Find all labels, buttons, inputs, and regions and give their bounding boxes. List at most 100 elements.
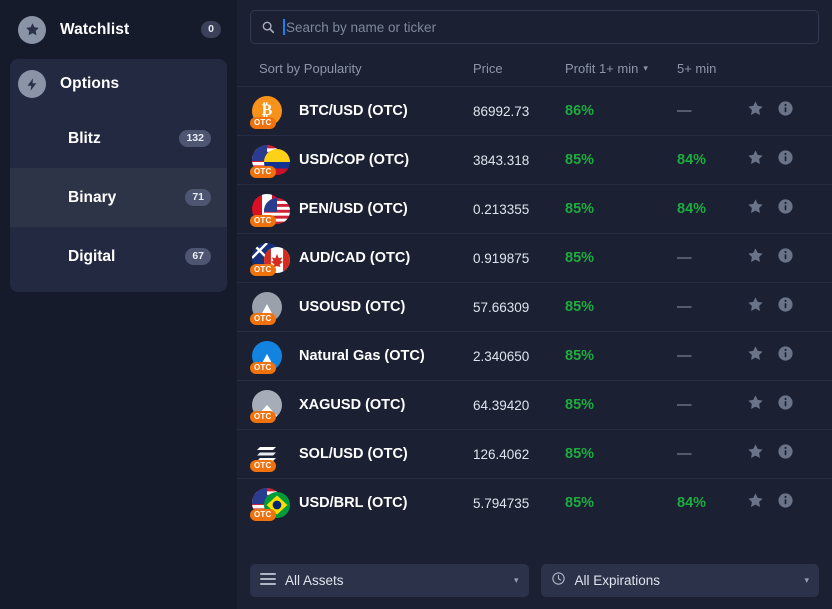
asset-price: 126.4062 — [473, 446, 530, 462]
row-actions — [747, 149, 819, 171]
column-price[interactable]: Price — [473, 61, 503, 76]
asset-profit-1min: 85% — [565, 152, 595, 168]
asset-name: PEN/USD (OTC) — [299, 201, 408, 217]
row-actions — [747, 492, 819, 514]
asset-name: BTC/USD (OTC) — [299, 103, 408, 119]
bolt-icon — [18, 70, 46, 98]
otc-badge: OTC — [250, 166, 276, 178]
sidebar-options-group: Options Blitz 132 Binary 71 Digital 67 — [10, 59, 227, 292]
table-row[interactable]: OTC USOUSD (OTC) 57.66309 85% — — [237, 282, 832, 331]
info-icon[interactable] — [777, 100, 794, 122]
favorite-star-icon[interactable] — [747, 100, 764, 122]
info-icon[interactable] — [777, 149, 794, 171]
asset-profit-1min: 85% — [565, 201, 595, 217]
asset-icon-cell: OTC — [250, 336, 296, 376]
clock-icon — [551, 571, 566, 591]
asset-name: USD/BRL (OTC) — [299, 495, 408, 511]
table-header: Sort by Popularity Price Profit 1+ min ▾ … — [237, 51, 832, 86]
info-icon[interactable] — [777, 345, 794, 367]
info-icon[interactable] — [777, 198, 794, 220]
all-expirations-dropdown[interactable]: All Expirations ▾ — [540, 564, 819, 597]
favorite-star-icon[interactable] — [747, 394, 764, 416]
sidebar-item-watchlist[interactable]: Watchlist 0 — [0, 6, 237, 53]
sidebar-item-binary[interactable]: Binary 71 — [10, 168, 227, 227]
asset-icon-cell: OTC — [250, 434, 296, 474]
sidebar-binary-label: Binary — [68, 188, 117, 206]
all-assets-dropdown[interactable]: All Assets ▾ — [250, 564, 529, 597]
asset-icon-cell: ₿ OTC — [250, 91, 296, 131]
asset-list[interactable]: ₿ OTC BTC/USD (OTC) 86992.73 86% — OTC USD/COP … — [237, 86, 832, 552]
asset-icon-cell: OTC — [250, 483, 296, 523]
hamburger-icon — [260, 572, 276, 590]
otc-badge: OTC — [250, 460, 276, 472]
otc-badge: OTC — [250, 509, 276, 521]
favorite-star-icon[interactable] — [747, 247, 764, 269]
row-actions — [747, 247, 819, 269]
asset-icon-cell: OTC — [250, 287, 296, 327]
footer-filters: All Assets ▾ All Expirations ▾ — [237, 552, 832, 609]
column-profit-5min[interactable]: 5+ min — [677, 61, 717, 76]
column-profit-1min[interactable]: Profit 1+ min ▾ — [565, 61, 677, 76]
column-sort-by-popularity[interactable]: Sort by Popularity — [259, 61, 362, 76]
table-row[interactable]: OTC USD/BRL (OTC) 5.794735 85% 84% — [237, 478, 832, 527]
table-row[interactable]: OTC SOL/USD (OTC) 126.4062 85% — — [237, 429, 832, 478]
asset-price: 57.66309 — [473, 299, 530, 315]
sidebar-options-label: Options — [60, 75, 120, 92]
asset-icon-cell: OTC — [250, 189, 296, 229]
asset-profit-1min: 85% — [565, 495, 595, 511]
otc-badge: OTC — [250, 362, 276, 374]
sidebar-item-digital[interactable]: Digital 67 — [10, 227, 227, 286]
info-icon[interactable] — [777, 443, 794, 465]
asset-profit-5min: — — [677, 299, 692, 315]
asset-name: USD/COP (OTC) — [299, 152, 410, 168]
favorite-star-icon[interactable] — [747, 345, 764, 367]
sidebar-digital-label: Digital — [68, 247, 116, 265]
asset-name: SOL/USD (OTC) — [299, 446, 408, 462]
table-row[interactable]: OTC XAGUSD (OTC) 64.39420 85% — — [237, 380, 832, 429]
binary-count-badge: 71 — [185, 189, 211, 206]
text-cursor — [283, 19, 285, 35]
asset-profit-5min: 84% — [677, 495, 707, 511]
asset-name: AUD/CAD (OTC) — [299, 250, 411, 266]
asset-profit-1min: 85% — [565, 348, 595, 364]
search-placeholder: Search by name or ticker — [286, 19, 437, 35]
asset-profit-5min: — — [677, 446, 692, 462]
row-actions — [747, 198, 819, 220]
chevron-down-icon: ▾ — [804, 575, 809, 585]
blitz-count-badge: 132 — [179, 130, 211, 147]
asset-profit-5min: — — [677, 397, 692, 413]
favorite-star-icon[interactable] — [747, 443, 764, 465]
asset-name: USOUSD (OTC) — [299, 299, 406, 315]
row-actions — [747, 345, 819, 367]
table-row[interactable]: ₿ OTC BTC/USD (OTC) 86992.73 86% — — [237, 86, 832, 135]
asset-price: 86992.73 — [473, 103, 530, 119]
all-expirations-label: All Expirations — [574, 573, 661, 588]
asset-profit-5min: 84% — [677, 152, 707, 168]
search-input[interactable]: Search by name or ticker — [250, 10, 819, 44]
column-profit-1min-label: Profit 1+ min — [565, 61, 639, 76]
sidebar-item-blitz[interactable]: Blitz 132 — [10, 109, 227, 168]
info-icon[interactable] — [777, 247, 794, 269]
chevron-down-icon: ▾ — [643, 63, 648, 73]
asset-price: 5.794735 — [473, 495, 530, 511]
otc-badge: OTC — [250, 313, 276, 325]
table-row[interactable]: OTC AUD/CAD (OTC) 0.919875 85% — — [237, 233, 832, 282]
otc-badge: OTC — [250, 264, 276, 276]
row-actions — [747, 443, 819, 465]
search-icon — [261, 20, 276, 34]
favorite-star-icon[interactable] — [747, 198, 764, 220]
table-row[interactable]: OTC PEN/USD (OTC) 0.213355 85% 84% — [237, 184, 832, 233]
info-icon[interactable] — [777, 394, 794, 416]
asset-profit-1min: 85% — [565, 250, 595, 266]
otc-badge: OTC — [250, 117, 276, 129]
favorite-star-icon[interactable] — [747, 149, 764, 171]
info-icon[interactable] — [777, 296, 794, 318]
favorite-star-icon[interactable] — [747, 492, 764, 514]
main-panel: Search by name or ticker Sort by Popular… — [237, 0, 832, 609]
table-row[interactable]: OTC USD/COP (OTC) 3843.318 85% 84% — [237, 135, 832, 184]
sidebar-item-options[interactable]: Options — [10, 59, 227, 109]
table-row[interactable]: OTC Natural Gas (OTC) 2.340650 85% — — [237, 331, 832, 380]
info-icon[interactable] — [777, 492, 794, 514]
favorite-star-icon[interactable] — [747, 296, 764, 318]
